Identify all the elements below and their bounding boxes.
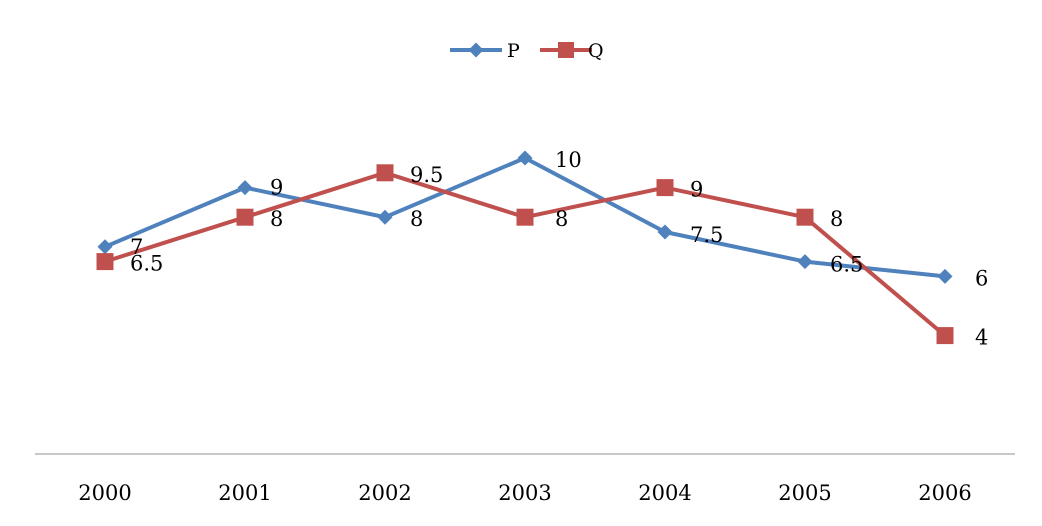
data-point-marker xyxy=(937,268,953,284)
legend-item-q: Q xyxy=(540,40,604,62)
data-point-marker xyxy=(516,208,534,226)
data-label: 8 xyxy=(555,207,568,231)
data-label: 8 xyxy=(410,207,423,231)
data-point-marker xyxy=(96,253,114,271)
data-label: 6 xyxy=(975,266,988,290)
data-label: 6.5 xyxy=(130,252,163,276)
data-point-marker xyxy=(656,179,674,197)
x-tick-label: 2006 xyxy=(918,481,971,505)
x-tick-label: 2000 xyxy=(78,481,131,505)
data-point-marker xyxy=(796,208,814,226)
data-point-marker xyxy=(97,239,113,255)
series-q xyxy=(96,164,954,345)
data-label: 9 xyxy=(270,176,283,200)
x-tick-label: 2001 xyxy=(218,481,271,505)
series-p xyxy=(97,150,953,284)
data-point-marker xyxy=(797,254,813,270)
data-label: 7 xyxy=(130,235,143,259)
data-point-marker xyxy=(657,224,673,240)
data-label: 6.5 xyxy=(830,253,863,277)
legend-marker-square xyxy=(558,42,574,58)
data-label: 8 xyxy=(830,207,843,231)
data-label: 9 xyxy=(690,178,703,202)
x-tick-label: 2002 xyxy=(358,481,411,505)
x-axis: 2000 2001 2002 2003 2004 2005 2006 xyxy=(35,453,1015,505)
data-label: 7.5 xyxy=(690,223,723,247)
x-tick-label: 2004 xyxy=(638,481,691,505)
data-point-marker xyxy=(376,164,394,182)
data-point-marker xyxy=(377,209,393,225)
plot-area xyxy=(96,150,954,345)
legend-label: Q xyxy=(588,40,604,62)
data-point-marker xyxy=(237,180,253,196)
data-point-marker xyxy=(936,327,954,345)
series-line-q xyxy=(104,170,947,338)
data-labels: 7 9 8 10 7.5 6.5 6 6.5 8 9.5 8 9 8 4 xyxy=(130,148,988,350)
data-label: 10 xyxy=(555,148,582,172)
data-point-marker xyxy=(236,208,254,226)
data-label: 9.5 xyxy=(410,163,443,187)
data-label: 8 xyxy=(270,207,283,231)
legend-marker-diamond xyxy=(468,42,484,58)
x-tick-label: 2005 xyxy=(778,481,831,505)
legend-label: P xyxy=(507,40,520,62)
x-tick-label: 2003 xyxy=(498,481,551,505)
data-point-marker xyxy=(517,150,533,166)
legend-item-p: P xyxy=(450,40,520,62)
data-label: 4 xyxy=(975,326,988,350)
